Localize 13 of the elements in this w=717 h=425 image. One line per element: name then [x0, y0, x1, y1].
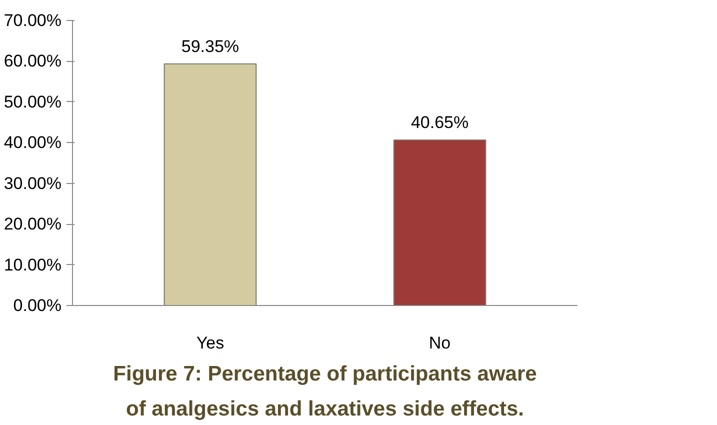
y-tick-label: 30.00%	[4, 174, 62, 193]
y-tick-label: 20.00%	[4, 214, 62, 234]
x-tick-label: Yes	[196, 334, 224, 352]
y-tick-label: 70.00%	[4, 11, 62, 30]
y-tick-label: 50.00%	[4, 92, 62, 112]
data-label: 59.35%	[181, 36, 240, 56]
x-tick-label: No	[428, 334, 451, 352]
y-tick-label: 10.00%	[4, 255, 62, 274]
y-tick-label: 40.00%	[4, 133, 62, 152]
data-label: 40.65%	[410, 112, 469, 132]
text: Figure 7: Percentage of participants aware of analgesics and laxatives side effects.	[113, 362, 537, 420]
y-tick-label: 60.00%	[4, 52, 62, 71]
y-tick-label: 0.00%	[13, 296, 62, 315]
